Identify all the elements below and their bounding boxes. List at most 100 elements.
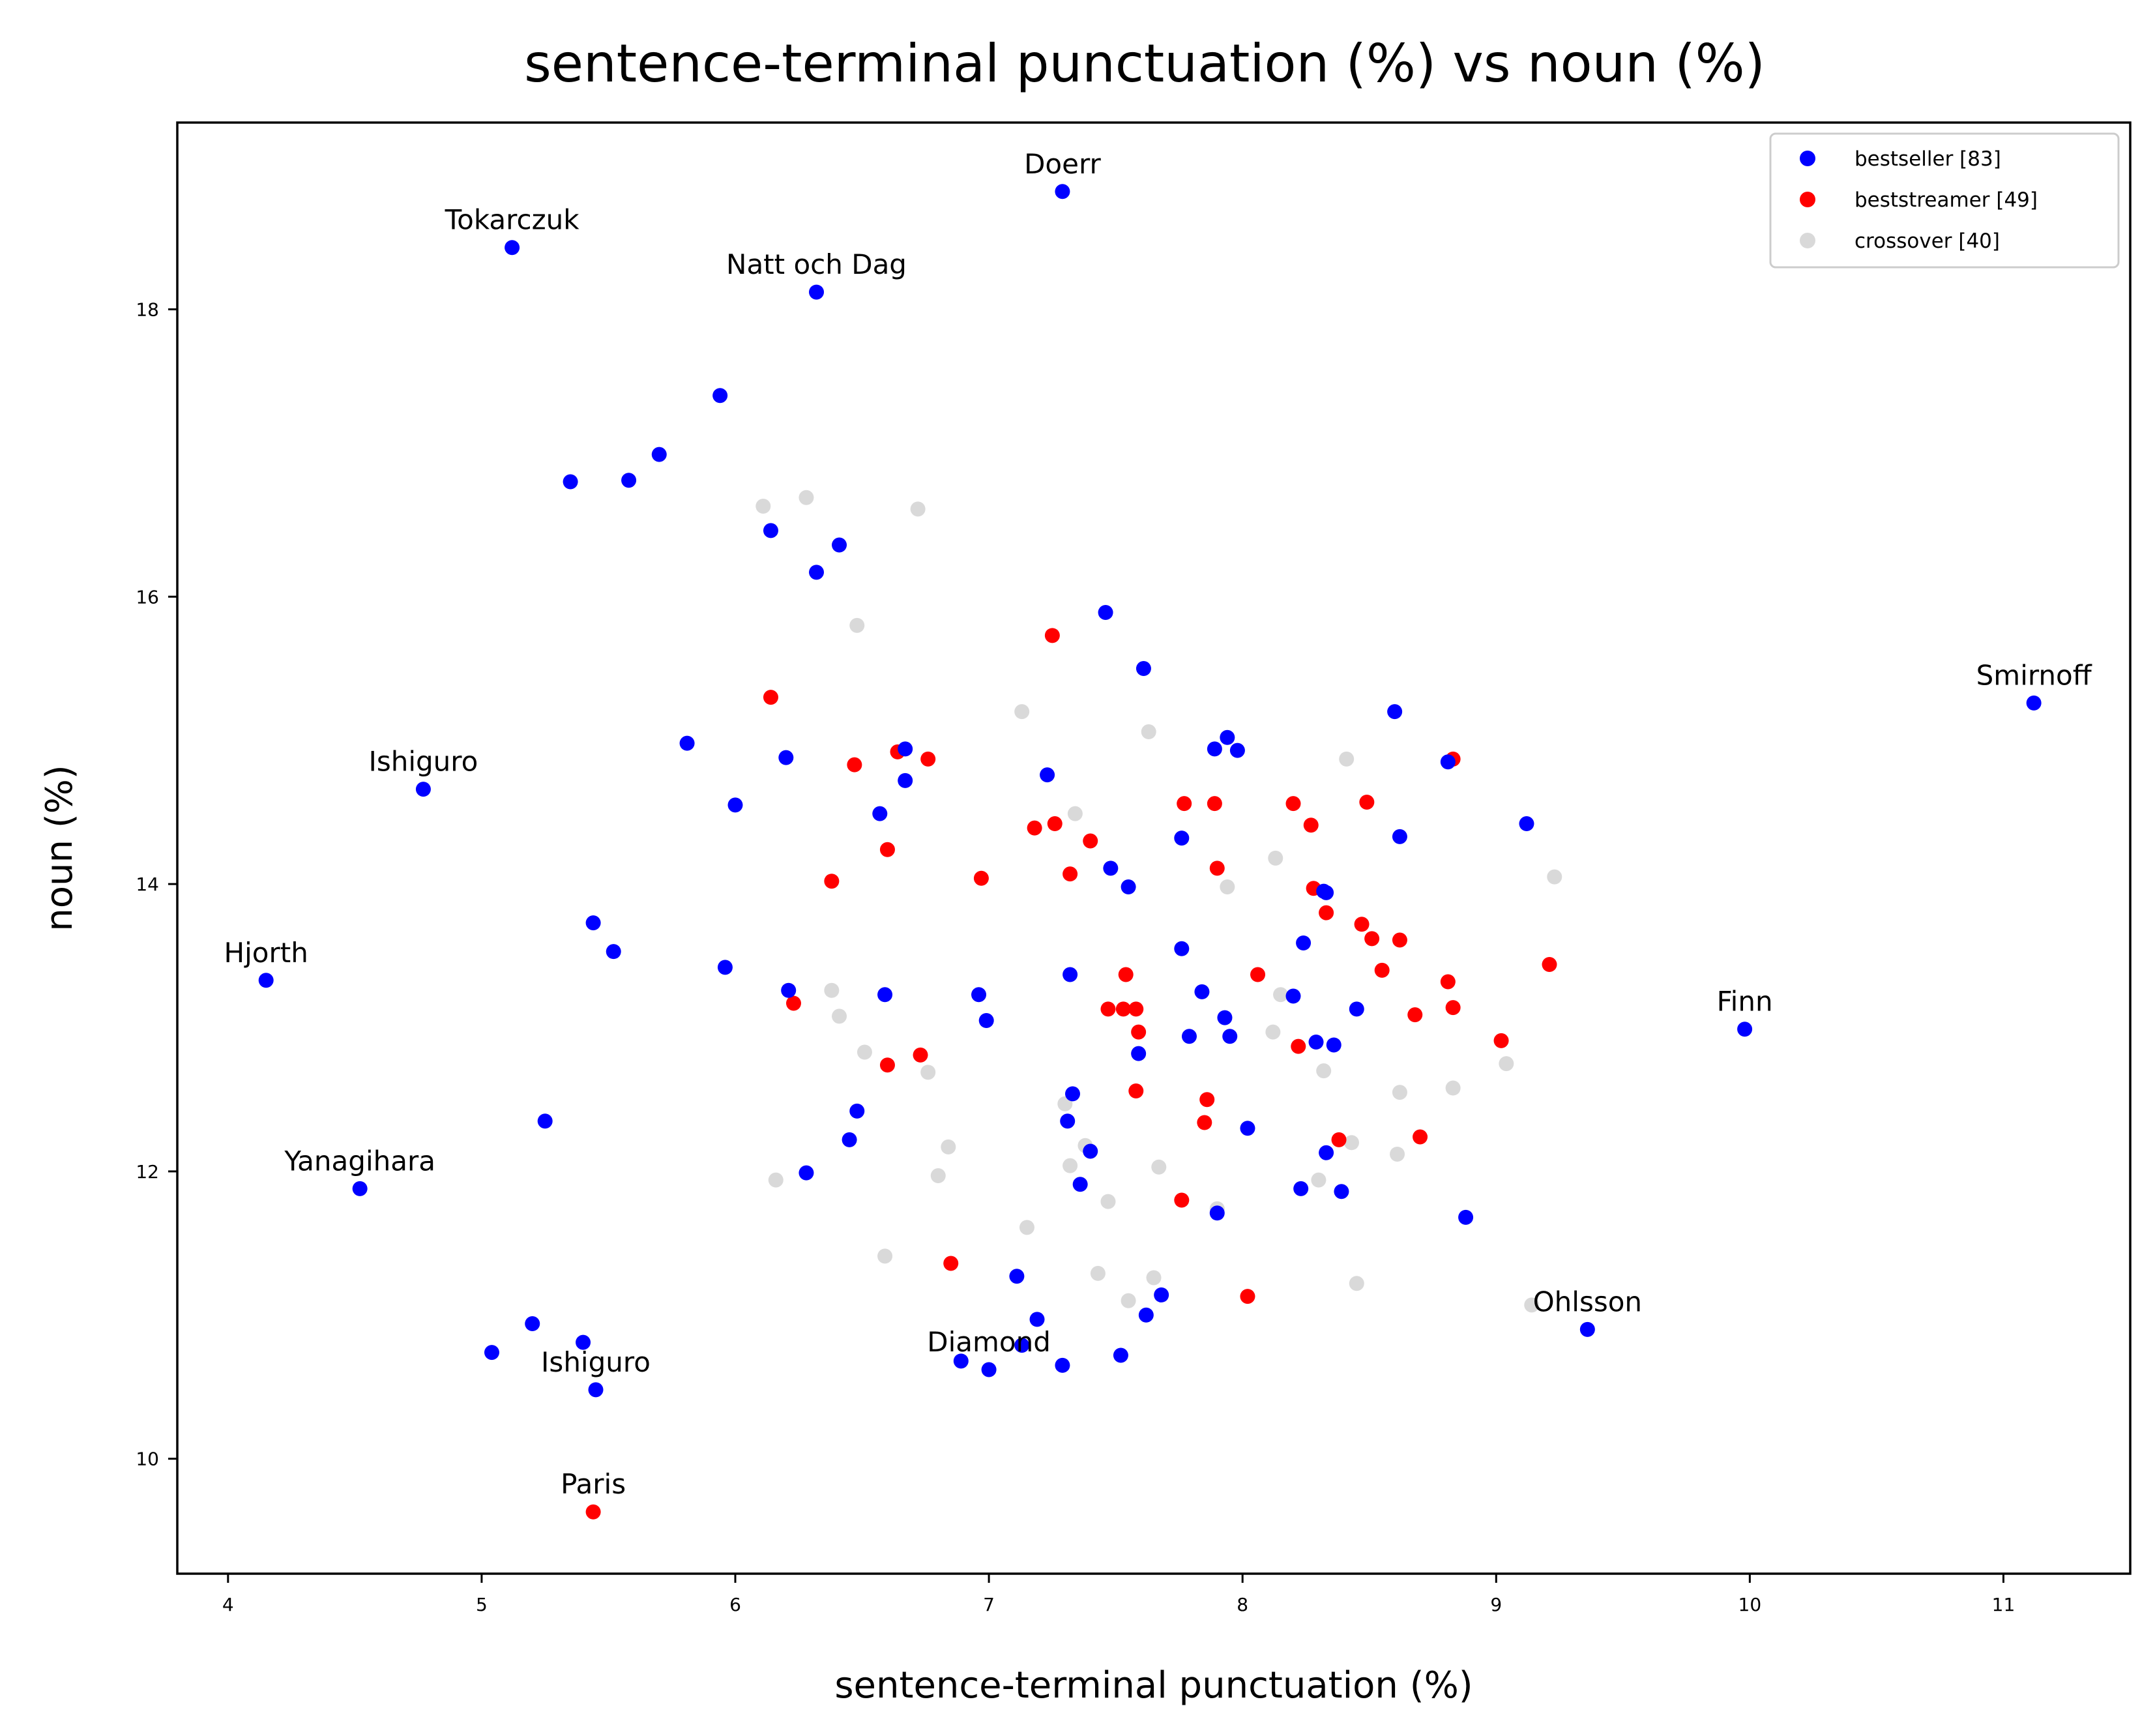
point-bestseller [727,797,743,813]
point-crossover [1343,1135,1359,1151]
point-crossover [910,501,926,517]
point-crossover [857,1044,872,1060]
point-bestseller [717,960,733,975]
point-beststreamer [1359,794,1375,810]
annotation-label: Hjorth [224,937,308,969]
point-beststreamer [1044,628,1060,643]
point-bestseller [525,1316,540,1332]
point-bestseller [606,944,621,960]
point-bestseller [809,284,825,300]
point-bestseller [258,973,274,988]
point-beststreamer [763,690,778,705]
legend-marker-beststreamer [1800,192,1815,207]
point-beststreamer [1285,796,1301,812]
point-crossover [1311,1172,1327,1188]
point-bestseller [971,987,987,1003]
point-beststreamer [943,1256,959,1271]
point-bestseller [1194,984,1210,999]
point-beststreamer [1407,1007,1423,1023]
point-beststreamer [1493,1033,1509,1048]
point-crossover [930,1168,946,1184]
point-bestseller [1138,1307,1154,1323]
point-crossover [832,1008,847,1024]
point-crossover [1316,1063,1332,1079]
point-bestseller [651,447,667,462]
point-bestseller [781,982,797,998]
point-crossover [1220,879,1235,895]
point-beststreamer [1364,931,1380,947]
point-bestseller [978,1012,994,1028]
point-crossover [1339,751,1355,767]
point-crossover [1390,1146,1405,1162]
point-bestseller [1131,1046,1147,1061]
x-tick-label: 11 [1992,1594,2016,1615]
point-crossover [1273,987,1289,1003]
point-bestseller [1040,767,1055,783]
point-beststreamer [1083,833,1098,849]
point-bestseller [1334,1184,1349,1199]
point-bestseller [1319,1145,1334,1160]
x-tick-label: 10 [1738,1594,1762,1615]
annotation-label: Doerr [1024,148,1101,180]
point-bestseller [842,1132,857,1147]
point-beststreamer [1131,1024,1147,1040]
point-bestseller [1060,1113,1076,1129]
point-beststreamer [585,1504,601,1520]
point-beststreamer [973,870,989,886]
point-crossover [824,982,840,998]
point-bestseller [1083,1143,1098,1159]
point-beststreamer [920,751,936,767]
point-bestseller [1293,1181,1309,1196]
point-bestseller [585,915,601,931]
legend-label-crossover: crossover [40] [1854,229,2000,253]
point-bestseller [1098,605,1113,621]
point-bestseller [484,1345,499,1361]
point-bestseller [1014,1338,1030,1353]
x-tick-label: 4 [222,1594,234,1615]
point-bestseller [1072,1177,1088,1192]
point-bestseller [1285,988,1301,1004]
point-beststreamer [1197,1115,1212,1130]
point-bestseller [1174,941,1190,956]
point-beststreamer [1240,1289,1255,1304]
x-tick-label: 6 [729,1594,741,1615]
point-crossover [849,617,865,633]
point-crossover [1265,1024,1281,1040]
legend-label-bestseller: bestseller [83] [1854,147,2001,171]
point-beststreamer [785,995,801,1011]
point-beststreamer [847,757,862,772]
point-bestseller [588,1382,604,1398]
point-crossover [1151,1159,1167,1175]
point-bestseller [679,735,695,751]
point-bestseller [1217,1010,1233,1025]
point-bestseller [505,240,520,256]
point-bestseller [849,1103,865,1119]
annotation-label: Paris [561,1468,626,1500]
point-bestseller [1319,885,1334,900]
point-bestseller [1308,1035,1324,1050]
x-axis-ticks: 4 5 6 7 8 9 10 11 [222,1574,2015,1615]
point-beststreamer [1440,974,1456,990]
points-layer [258,184,2042,1520]
point-bestseller [1029,1312,1045,1327]
point-crossover [941,1139,956,1155]
legend-marker-crossover [1800,233,1815,248]
point-bestseller [1136,661,1151,677]
point-beststreamer [1209,861,1225,876]
point-crossover [1063,1158,1078,1173]
point-beststreamer [824,874,840,889]
point-beststreamer [1374,962,1390,978]
point-bestseller [898,741,913,757]
point-bestseller [1154,1287,1169,1302]
point-bestseller [712,388,728,404]
point-bestseller [953,1353,969,1369]
point-crossover [799,490,814,505]
point-beststreamer [1250,967,1266,982]
point-bestseller [1220,729,1235,745]
x-tick-label: 9 [1490,1594,1502,1615]
point-crossover [1067,806,1083,821]
point-bestseller [1240,1121,1255,1136]
legend-label-beststreamer: beststreamer [49] [1854,188,2038,212]
legend: bestseller [83] beststreamer [49] crosso… [1769,132,2120,269]
